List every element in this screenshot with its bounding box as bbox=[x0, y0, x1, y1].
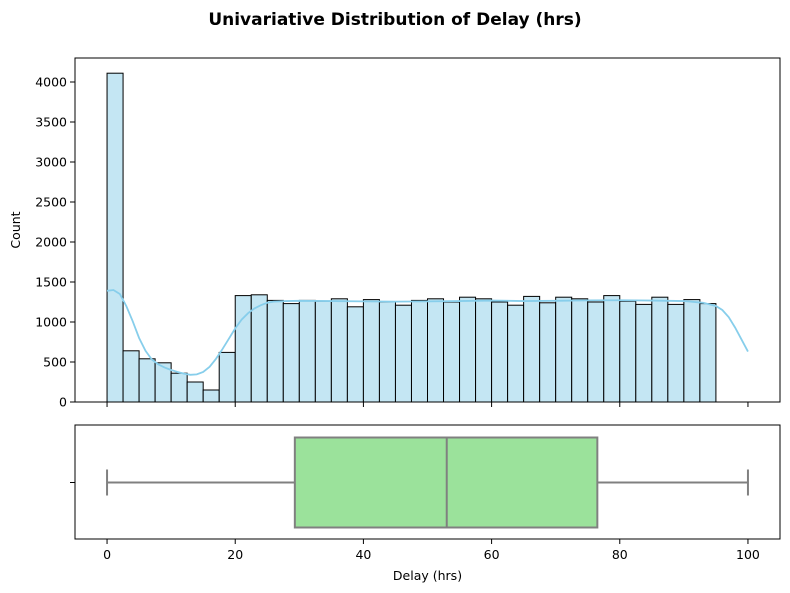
histogram-bar bbox=[523, 295, 541, 403]
histogram-bar bbox=[362, 299, 380, 403]
histogram-bar bbox=[491, 301, 509, 403]
histogram-bar bbox=[250, 294, 268, 403]
histogram-bar bbox=[555, 296, 573, 403]
histogram-bar bbox=[427, 298, 445, 403]
histogram-bar bbox=[122, 350, 140, 403]
y-tick-label: 3500 bbox=[35, 115, 67, 130]
histogram-bar bbox=[330, 298, 348, 403]
histogram-bar bbox=[218, 351, 236, 403]
y-axis-label: Count bbox=[8, 211, 23, 248]
y-tick-label: 1500 bbox=[35, 275, 67, 290]
boxplot-axes: 0 20 40 60 80 100 Delay (hrs) bbox=[70, 424, 781, 583]
boxplot-elements bbox=[106, 436, 749, 529]
histogram-bar bbox=[619, 300, 637, 403]
histogram-bar bbox=[603, 295, 621, 403]
histogram-bar bbox=[651, 296, 669, 403]
histogram-bar bbox=[635, 303, 653, 403]
histogram-bar bbox=[266, 299, 284, 403]
histogram-frame bbox=[74, 57, 781, 403]
histogram-bar bbox=[106, 72, 124, 403]
histogram-bar bbox=[539, 302, 557, 403]
histogram-bar bbox=[138, 358, 156, 403]
x-tick-label: 40 bbox=[355, 547, 371, 562]
x-tick-label: 0 bbox=[103, 547, 111, 562]
histogram-x-ticks bbox=[106, 402, 749, 407]
histogram-bar bbox=[378, 301, 396, 403]
histogram-bar bbox=[410, 299, 428, 403]
histogram-bar bbox=[346, 306, 364, 403]
histogram-bar bbox=[507, 304, 525, 403]
y-tick-label: 1000 bbox=[35, 315, 67, 330]
histogram-bar bbox=[202, 389, 220, 403]
histogram-bar bbox=[186, 381, 204, 403]
x-tick-label: 80 bbox=[612, 547, 628, 562]
histogram-bar bbox=[683, 299, 701, 403]
y-tick-label: 2500 bbox=[35, 195, 67, 210]
histogram-bar bbox=[282, 303, 300, 403]
histogram-bar bbox=[587, 301, 605, 403]
histogram-bar bbox=[571, 298, 589, 403]
histogram-axes: 0 500 1000 1500 2000 2500 3000 3500 4000 Count bbox=[8, 57, 781, 410]
y-tick-label: 0 bbox=[59, 395, 67, 410]
histogram-bar bbox=[298, 299, 316, 403]
histogram-bar bbox=[443, 301, 461, 403]
x-tick-label: 60 bbox=[484, 547, 500, 562]
x-axis-label: Delay (hrs) bbox=[393, 568, 462, 583]
y-tick-label: 2000 bbox=[35, 235, 67, 250]
x-tick-label: 20 bbox=[227, 547, 243, 562]
histogram-bar bbox=[170, 372, 188, 403]
histogram-bar bbox=[475, 298, 493, 403]
histogram-bar bbox=[459, 296, 477, 403]
histogram-bar bbox=[394, 304, 412, 403]
boxplot-x-ticks: 0 20 40 60 80 100 bbox=[103, 539, 760, 562]
chart-title: Univariative Distribution of Delay (hrs) bbox=[208, 10, 581, 30]
histogram-bars bbox=[106, 72, 717, 403]
y-tick-label: 3000 bbox=[35, 155, 67, 170]
histogram-bar bbox=[699, 303, 717, 403]
histogram-y-ticks: 0 500 1000 1500 2000 2500 3000 3500 4000 bbox=[35, 75, 75, 410]
histogram-bar bbox=[314, 300, 332, 403]
y-tick-label: 4000 bbox=[35, 75, 67, 90]
kde-line bbox=[106, 289, 749, 376]
y-tick-label: 500 bbox=[43, 355, 67, 370]
x-tick-label: 100 bbox=[736, 547, 760, 562]
histogram-bar bbox=[667, 303, 685, 403]
